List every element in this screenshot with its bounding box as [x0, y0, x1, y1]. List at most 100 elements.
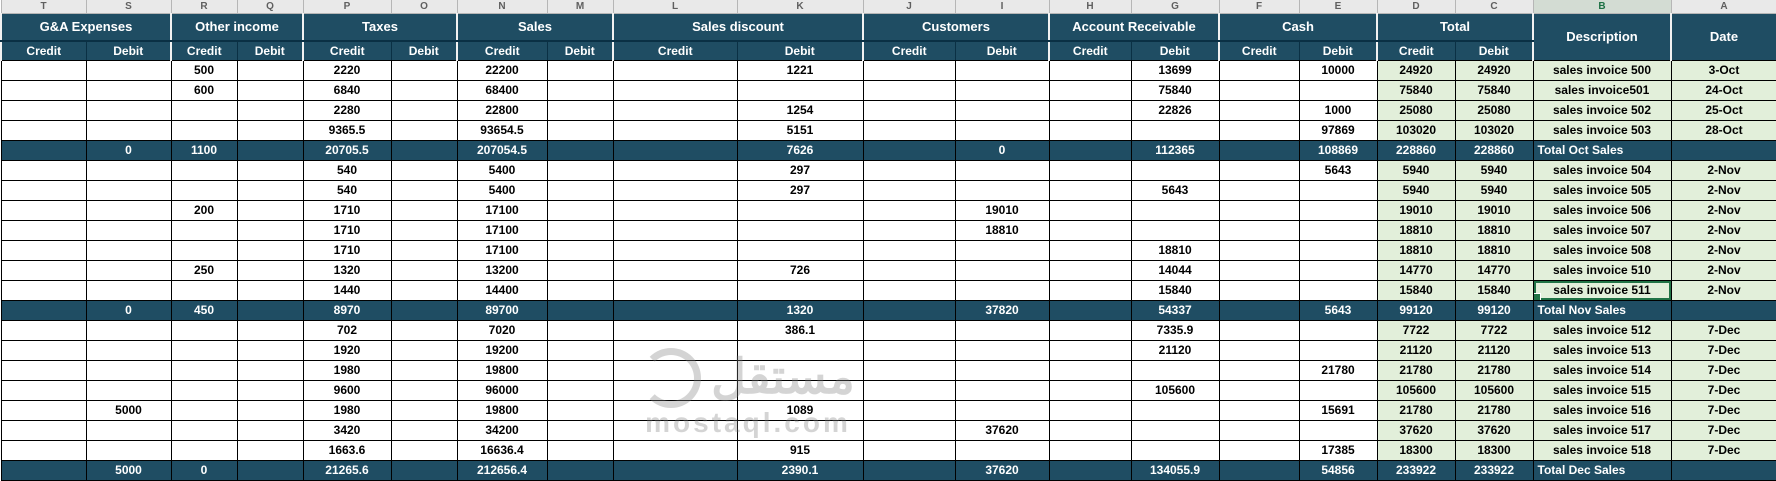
cell-ga-credit[interactable] [0, 419, 87, 441]
cell-sales-debit[interactable] [546, 79, 614, 101]
cell-total-debit[interactable]: 21780 [1454, 359, 1534, 381]
cell-oi-debit[interactable] [236, 379, 304, 401]
cell-ga-credit[interactable] [0, 79, 87, 101]
cell-total-credit[interactable]: 21780 [1376, 399, 1456, 421]
cell-sales-debit[interactable] [546, 419, 614, 441]
cell-tax-credit[interactable]: 540 [302, 179, 392, 201]
cell-cash-debit[interactable] [1298, 419, 1378, 441]
cell-date[interactable]: 7-Dec [1670, 359, 1776, 381]
cell-oi-credit[interactable] [170, 319, 238, 341]
cell-ga-debit[interactable] [85, 379, 172, 401]
cell-oi-debit[interactable] [236, 199, 304, 221]
cell-ar-debit[interactable]: 134055.9 [1130, 459, 1220, 481]
cell-description[interactable]: sales invoice 500 [1532, 59, 1672, 81]
cell-cu-credit[interactable] [862, 199, 956, 221]
cell-total-debit[interactable]: 18300 [1454, 439, 1534, 461]
cell-sd-credit[interactable] [612, 379, 738, 401]
cell-total-credit[interactable]: 18300 [1376, 439, 1456, 461]
cell-cash-debit[interactable]: 10000 [1298, 59, 1378, 81]
cell-cash-debit[interactable]: 15691 [1298, 399, 1378, 421]
cell-description[interactable]: Total Oct Sales [1532, 139, 1672, 161]
cell-sd-debit[interactable] [736, 419, 864, 441]
cell-total-debit[interactable]: 5940 [1454, 179, 1534, 201]
cell-tax-credit[interactable]: 9365.5 [302, 119, 392, 141]
cell-cash-debit[interactable] [1298, 279, 1378, 301]
cell-cash-debit[interactable]: 97869 [1298, 119, 1378, 141]
cell-ga-debit[interactable] [85, 319, 172, 341]
cell-ar-debit[interactable] [1130, 159, 1220, 181]
cell-cu-credit[interactable] [862, 459, 956, 481]
cell-ga-credit[interactable] [0, 439, 87, 461]
cell-date[interactable]: 25-Oct [1670, 99, 1776, 121]
subheader-debit[interactable]: Debit [1454, 40, 1534, 61]
cell-description[interactable]: sales invoice 510 [1532, 259, 1672, 281]
cell-ga-debit[interactable]: 0 [85, 299, 172, 321]
cell-ar-debit[interactable]: 5643 [1130, 179, 1220, 201]
group-header-taxes[interactable]: Taxes [302, 12, 458, 42]
cell-sales-credit[interactable]: 14400 [456, 279, 548, 301]
cell-ga-credit[interactable] [0, 359, 87, 381]
cell-tax-debit[interactable] [390, 279, 458, 301]
cell-total-credit[interactable]: 75840 [1376, 79, 1456, 101]
cell-cu-credit[interactable] [862, 339, 956, 361]
cell-cu-credit[interactable] [862, 379, 956, 401]
cell-ga-credit[interactable] [0, 139, 87, 161]
cell-description[interactable]: sales invoice 517 [1532, 419, 1672, 441]
cell-sales-debit[interactable] [546, 399, 614, 421]
cell-ga-debit[interactable] [85, 79, 172, 101]
cell-cu-debit[interactable] [954, 239, 1050, 261]
cell-cu-debit[interactable] [954, 279, 1050, 301]
cell-total-credit[interactable]: 21780 [1376, 359, 1456, 381]
cell-ga-credit[interactable] [0, 399, 87, 421]
cell-ar-debit[interactable] [1130, 119, 1220, 141]
cell-sales-credit[interactable]: 17100 [456, 199, 548, 221]
cell-description[interactable]: sales invoice 505 [1532, 179, 1672, 201]
cell-cu-debit[interactable] [954, 99, 1050, 121]
cell-ar-credit[interactable] [1048, 139, 1132, 161]
cell-sales-debit[interactable] [546, 119, 614, 141]
cell-cu-debit[interactable] [954, 79, 1050, 101]
cell-sd-credit[interactable] [612, 359, 738, 381]
cell-tax-credit[interactable]: 3420 [302, 419, 392, 441]
cell-total-credit[interactable]: 233922 [1376, 459, 1456, 481]
cell-sd-debit[interactable]: 1221 [736, 59, 864, 81]
cell-cash-credit[interactable] [1218, 359, 1300, 381]
cell-tax-debit[interactable] [390, 359, 458, 381]
cell-tax-credit[interactable]: 20705.5 [302, 139, 392, 161]
cell-sd-credit[interactable] [612, 279, 738, 301]
cell-total-debit[interactable]: 25080 [1454, 99, 1534, 121]
cell-sales-credit[interactable]: 19200 [456, 339, 548, 361]
group-header-cash[interactable]: Cash [1218, 12, 1378, 42]
cell-ar-debit[interactable]: 21120 [1130, 339, 1220, 361]
subheader-debit[interactable]: Debit [390, 40, 458, 61]
group-header-account-receivable[interactable]: Account Receivable [1048, 12, 1220, 42]
subheader-debit[interactable]: Debit [1130, 40, 1220, 61]
cell-cu-debit[interactable] [954, 379, 1050, 401]
cell-sales-debit[interactable] [546, 219, 614, 241]
cell-ga-debit[interactable] [85, 419, 172, 441]
cell-cash-debit[interactable] [1298, 339, 1378, 361]
cell-sd-debit[interactable] [736, 359, 864, 381]
cell-sales-credit[interactable]: 93654.5 [456, 119, 548, 141]
cell-oi-credit[interactable] [170, 99, 238, 121]
cell-oi-credit[interactable] [170, 279, 238, 301]
cell-tax-debit[interactable] [390, 219, 458, 241]
cell-ga-debit[interactable] [85, 279, 172, 301]
cell-ar-debit[interactable]: 112365 [1130, 139, 1220, 161]
cell-total-credit[interactable]: 18810 [1376, 219, 1456, 241]
cell-cu-debit[interactable]: 19010 [954, 199, 1050, 221]
cell-cash-credit[interactable] [1218, 199, 1300, 221]
subheader-debit[interactable]: Debit [546, 40, 614, 61]
cell-sales-credit[interactable]: 19800 [456, 359, 548, 381]
cell-sd-credit[interactable] [612, 339, 738, 361]
cell-sd-debit[interactable]: 5151 [736, 119, 864, 141]
cell-tax-debit[interactable] [390, 79, 458, 101]
group-header-total[interactable]: Total [1376, 12, 1534, 42]
cell-cash-debit[interactable]: 5643 [1298, 299, 1378, 321]
cell-ar-debit[interactable] [1130, 419, 1220, 441]
cell-cash-credit[interactable] [1218, 279, 1300, 301]
cell-sd-credit[interactable] [612, 79, 738, 101]
cell-ga-debit[interactable]: 5000 [85, 399, 172, 421]
cell-cu-credit[interactable] [862, 159, 956, 181]
cell-cash-debit[interactable] [1298, 199, 1378, 221]
